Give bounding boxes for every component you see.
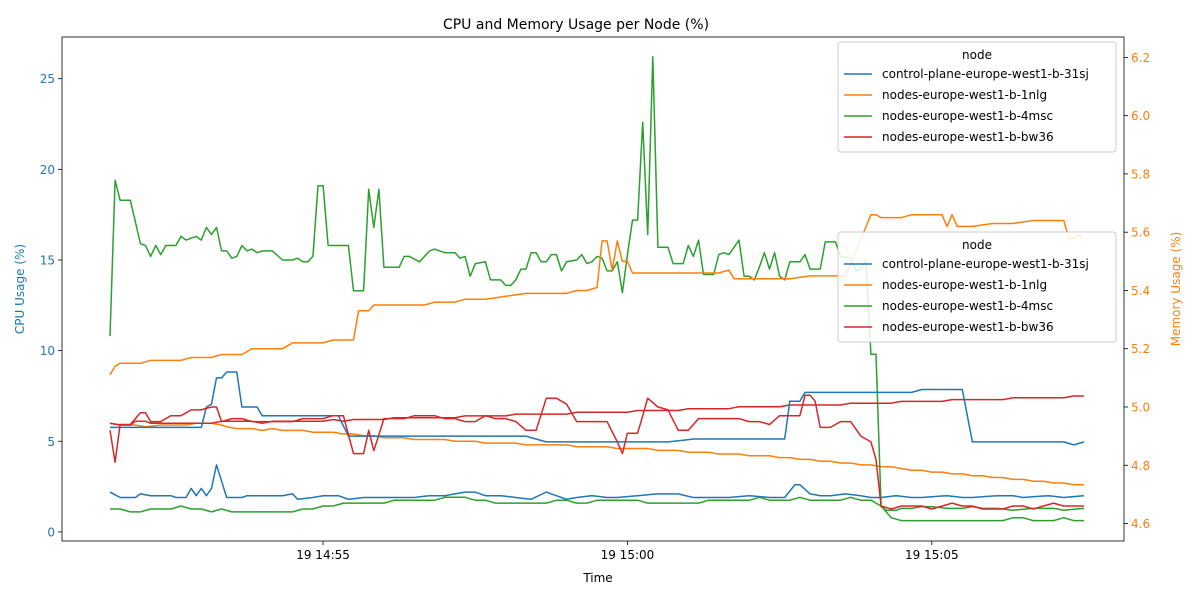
cpu-series-line-1 <box>109 464 1085 501</box>
y-axis-memory-title: Memory Usage (%) <box>1169 232 1183 347</box>
legend-cpu-label: nodes-europe-west1-b-1nlg <box>882 88 1047 102</box>
y-cpu-tick-label: 20 <box>40 163 55 177</box>
y-memory-tick-label: 4.6 <box>1131 517 1150 531</box>
legend-cpu: node control-plane-europe-west1-b-31sj nod… <box>837 41 1117 153</box>
x-axis: 19 14:55 19 15:00 19 15:05 <box>296 541 959 562</box>
y-cpu-tick-label: 0 <box>47 525 55 539</box>
legend-memory-label: nodes-europe-west1-b-1nlg <box>882 278 1047 292</box>
legend-cpu-box <box>837 41 1117 153</box>
legend-memory-label: nodes-europe-west1-b-bw36 <box>882 320 1054 334</box>
legend-memory-label: nodes-europe-west1-b-4msc <box>882 299 1053 313</box>
x-tick-label: 19 15:05 <box>905 548 959 562</box>
legend-cpu-label: control-plane-europe-west1-b-31sj <box>882 67 1089 81</box>
y-memory-tick-label: 4.8 <box>1131 459 1150 473</box>
y-axis-cpu-title: CPU Usage (%) <box>13 244 27 334</box>
legend-memory-box <box>837 231 1117 343</box>
memory-series-line-2 <box>109 213 1085 376</box>
y-cpu-tick-label: 5 <box>47 435 55 449</box>
memory-series-group <box>109 213 1085 522</box>
y-memory-tick-label: 5.0 <box>1131 400 1150 414</box>
legend-cpu-label: nodes-europe-west1-b-bw36 <box>882 130 1054 144</box>
y-memory-tick-label: 5.6 <box>1131 226 1150 240</box>
x-tick-label: 19 15:00 <box>601 548 655 562</box>
chart-title: CPU and Memory Usage per Node (%) <box>443 17 709 33</box>
x-axis-title: Time <box>582 571 612 585</box>
cpu-series-line-2 <box>109 422 1084 486</box>
x-tick-label: 19 14:55 <box>296 548 350 562</box>
legend-memory-title: node <box>962 238 992 252</box>
memory-series-line-1 <box>110 371 1085 446</box>
y-memory-tick-label: 5.4 <box>1131 284 1150 298</box>
memory-series-line-4 <box>109 394 1084 510</box>
legend-cpu-title: node <box>962 48 992 62</box>
y-cpu-tick-label: 15 <box>40 253 55 267</box>
y-memory-tick-label: 6.0 <box>1131 109 1150 123</box>
legend-cpu-label: nodes-europe-west1-b-4msc <box>882 109 1053 123</box>
legend-memory: node control-plane-europe-west1-b-31sj nod… <box>837 231 1117 343</box>
memory-series-line-3 <box>110 496 1084 522</box>
y-cpu-tick-label: 25 <box>40 72 55 86</box>
y-memory-tick-label: 6.2 <box>1131 51 1150 65</box>
plot-frame <box>61 36 1125 542</box>
y-axis-memory: 4.6 4.8 5.0 5.2 5.4 5.6 5.8 6.0 6.2 <box>1124 51 1150 531</box>
y-memory-tick-label: 5.8 <box>1131 167 1150 181</box>
y-axis-cpu: 0 5 10 15 20 25 <box>40 72 62 539</box>
legend-memory-label: control-plane-europe-west1-b-31sj <box>882 257 1089 271</box>
y-cpu-tick-label: 10 <box>40 344 55 358</box>
y-memory-tick-label: 5.2 <box>1131 342 1150 356</box>
